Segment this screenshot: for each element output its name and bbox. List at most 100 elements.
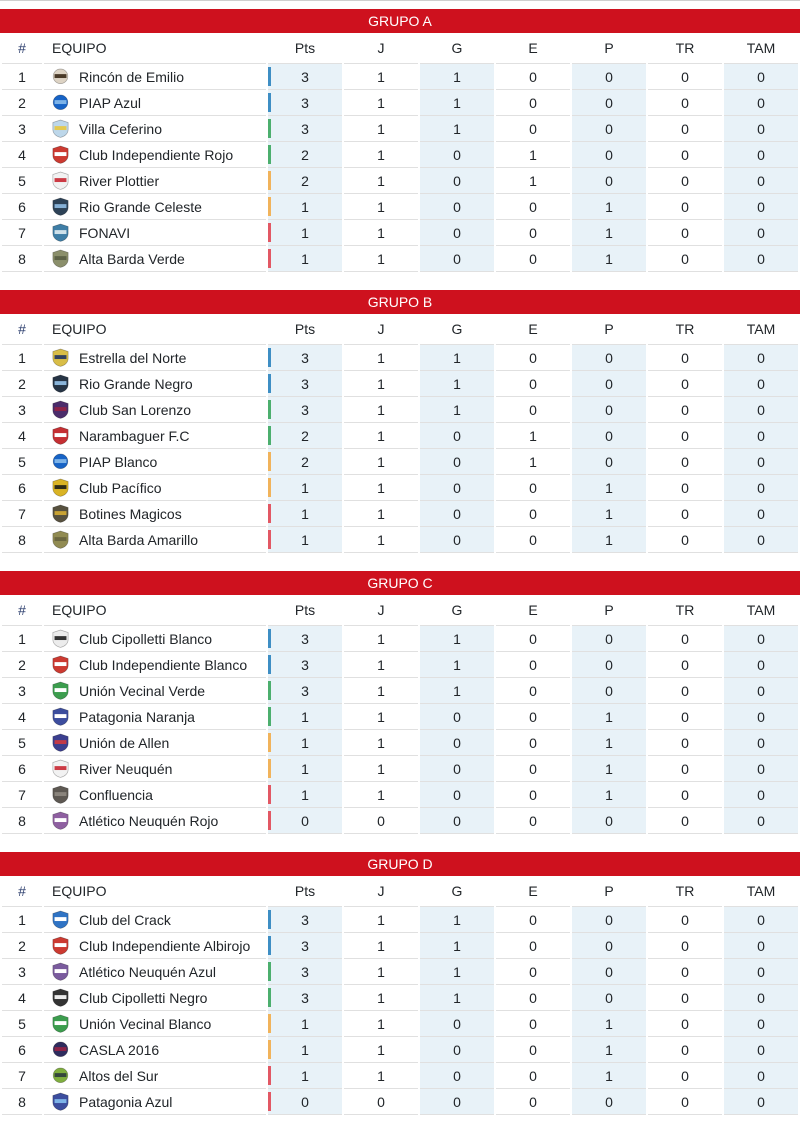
team-position: 1 bbox=[2, 625, 42, 651]
stat-g: 0 bbox=[420, 167, 494, 193]
stat-pts: 2 bbox=[268, 448, 342, 474]
team-crest-icon bbox=[52, 171, 69, 190]
team-crest-icon bbox=[52, 988, 69, 1007]
stat-pts: 1 bbox=[268, 474, 342, 500]
team-row: 4 Narambaguer F.C 2 1 0 1 0 0 0 bbox=[2, 422, 798, 448]
team-row: 2 Club Independiente Albirojo 3 1 1 0 0 … bbox=[2, 932, 798, 958]
stat-p: 0 bbox=[572, 89, 646, 115]
stat-p: 1 bbox=[572, 1010, 646, 1036]
team-cell: CASLA 2016 bbox=[44, 1036, 266, 1062]
stat-e: 0 bbox=[496, 115, 570, 141]
team-cell: Botines Magicos bbox=[44, 500, 266, 526]
stat-p: 0 bbox=[572, 63, 646, 89]
stat-pts: 1 bbox=[268, 1036, 342, 1062]
team-crest-icon bbox=[52, 223, 69, 242]
team-crest-icon bbox=[52, 374, 69, 393]
stat-g: 0 bbox=[420, 781, 494, 807]
stat-tam: 0 bbox=[724, 448, 798, 474]
stat-j: 1 bbox=[344, 984, 418, 1010]
team-cell: Unión Vecinal Blanco bbox=[44, 1010, 266, 1036]
team-position: 5 bbox=[2, 1010, 42, 1036]
column-header-j: J bbox=[377, 40, 385, 56]
stat-g: 1 bbox=[420, 396, 494, 422]
standings-table: # EQUIPO Pts J G E P TR TAM 1 bbox=[0, 595, 800, 834]
team-cell: Villa Ceferino bbox=[44, 115, 266, 141]
team-position: 2 bbox=[2, 370, 42, 396]
stat-j: 1 bbox=[344, 141, 418, 167]
group-section-c: GRUPO C # EQUIPO Pts J G E P TR TAM 1 bbox=[0, 571, 800, 834]
stat-pts: 1 bbox=[268, 245, 342, 272]
team-cell: Club Cipolletti Blanco bbox=[44, 625, 266, 651]
stat-pts: 3 bbox=[268, 370, 342, 396]
column-header-position: # bbox=[18, 40, 26, 56]
team-row: 7 Botines Magicos 1 1 0 0 1 0 0 bbox=[2, 500, 798, 526]
team-crest-icon bbox=[52, 707, 69, 726]
team-position: 5 bbox=[2, 448, 42, 474]
team-position: 4 bbox=[2, 422, 42, 448]
team-row: 8 Alta Barda Amarillo 1 1 0 0 1 0 0 bbox=[2, 526, 798, 553]
column-header-row: # EQUIPO Pts J G E P TR TAM bbox=[2, 314, 798, 344]
stat-p: 0 bbox=[572, 115, 646, 141]
stat-e: 1 bbox=[496, 422, 570, 448]
stat-tr: 0 bbox=[648, 141, 722, 167]
team-position: 2 bbox=[2, 89, 42, 115]
team-row: 3 Villa Ceferino 3 1 1 0 0 0 0 bbox=[2, 115, 798, 141]
stat-p: 1 bbox=[572, 474, 646, 500]
team-crest-icon bbox=[52, 962, 69, 981]
stat-j: 1 bbox=[344, 703, 418, 729]
stat-j: 1 bbox=[344, 781, 418, 807]
stat-tr: 0 bbox=[648, 755, 722, 781]
stat-tam: 0 bbox=[724, 500, 798, 526]
stat-j: 1 bbox=[344, 906, 418, 932]
stat-p: 0 bbox=[572, 651, 646, 677]
stat-j: 1 bbox=[344, 651, 418, 677]
team-cell: Alta Barda Amarillo bbox=[44, 526, 266, 553]
stat-tr: 0 bbox=[648, 370, 722, 396]
column-header-p: P bbox=[604, 321, 614, 337]
team-row: 2 Club Independiente Blanco 3 1 1 0 0 0 … bbox=[2, 651, 798, 677]
team-cell: Patagonia Azul bbox=[44, 1088, 266, 1115]
column-header-p: P bbox=[604, 883, 614, 899]
column-header-tam: TAM bbox=[746, 602, 776, 618]
stat-tr: 0 bbox=[648, 474, 722, 500]
team-cell: Unión de Allen bbox=[44, 729, 266, 755]
stat-g: 0 bbox=[420, 245, 494, 272]
stat-g: 1 bbox=[420, 932, 494, 958]
team-position: 1 bbox=[2, 344, 42, 370]
stat-tam: 0 bbox=[724, 984, 798, 1010]
team-name: Alta Barda Amarillo bbox=[79, 531, 199, 548]
team-cell: Club San Lorenzo bbox=[44, 396, 266, 422]
team-position: 8 bbox=[2, 1088, 42, 1115]
stat-e: 0 bbox=[496, 1088, 570, 1115]
stat-j: 1 bbox=[344, 89, 418, 115]
stat-pts: 1 bbox=[268, 526, 342, 553]
team-crest-icon bbox=[52, 811, 69, 830]
stat-p: 0 bbox=[572, 906, 646, 932]
column-header-e: E bbox=[528, 883, 538, 899]
stat-e: 1 bbox=[496, 448, 570, 474]
stat-p: 0 bbox=[572, 396, 646, 422]
stat-p: 1 bbox=[572, 219, 646, 245]
column-header-j: J bbox=[377, 883, 385, 899]
stat-j: 1 bbox=[344, 422, 418, 448]
column-header-pts: Pts bbox=[294, 883, 316, 899]
stat-j: 1 bbox=[344, 677, 418, 703]
stat-pts: 3 bbox=[268, 677, 342, 703]
stat-j: 1 bbox=[344, 167, 418, 193]
stat-j: 1 bbox=[344, 344, 418, 370]
group-title: GRUPO D bbox=[0, 852, 800, 876]
stat-pts: 3 bbox=[268, 115, 342, 141]
stat-e: 0 bbox=[496, 703, 570, 729]
team-cell: Rio Grande Celeste bbox=[44, 193, 266, 219]
column-header-equipo: EQUIPO bbox=[52, 602, 107, 618]
team-position: 4 bbox=[2, 703, 42, 729]
stat-tam: 0 bbox=[724, 141, 798, 167]
stat-pts: 3 bbox=[268, 625, 342, 651]
team-name: Unión de Allen bbox=[79, 734, 170, 751]
team-crest-icon bbox=[52, 629, 69, 648]
column-header-e: E bbox=[528, 40, 538, 56]
stat-pts: 3 bbox=[268, 984, 342, 1010]
team-cell: Atlético Neuquén Azul bbox=[44, 958, 266, 984]
stat-tam: 0 bbox=[724, 781, 798, 807]
team-crest-icon bbox=[52, 93, 69, 112]
